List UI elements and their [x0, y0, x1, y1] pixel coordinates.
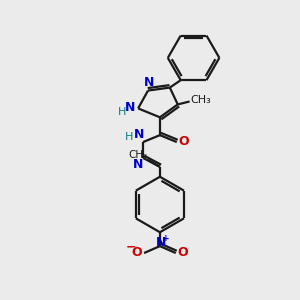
- Text: +: +: [162, 234, 170, 243]
- Text: N: N: [125, 101, 135, 114]
- Text: O: O: [178, 135, 189, 148]
- Text: O: O: [177, 245, 188, 259]
- Text: N: N: [156, 236, 166, 249]
- Text: −: −: [126, 241, 136, 254]
- Text: O: O: [132, 245, 142, 259]
- Text: H: H: [118, 107, 126, 117]
- Text: N: N: [134, 128, 144, 141]
- Text: N: N: [144, 76, 154, 89]
- Text: H: H: [125, 132, 134, 142]
- Text: N: N: [133, 158, 143, 171]
- Text: CH₃: CH₃: [190, 95, 211, 106]
- Text: CH₃: CH₃: [128, 150, 148, 160]
